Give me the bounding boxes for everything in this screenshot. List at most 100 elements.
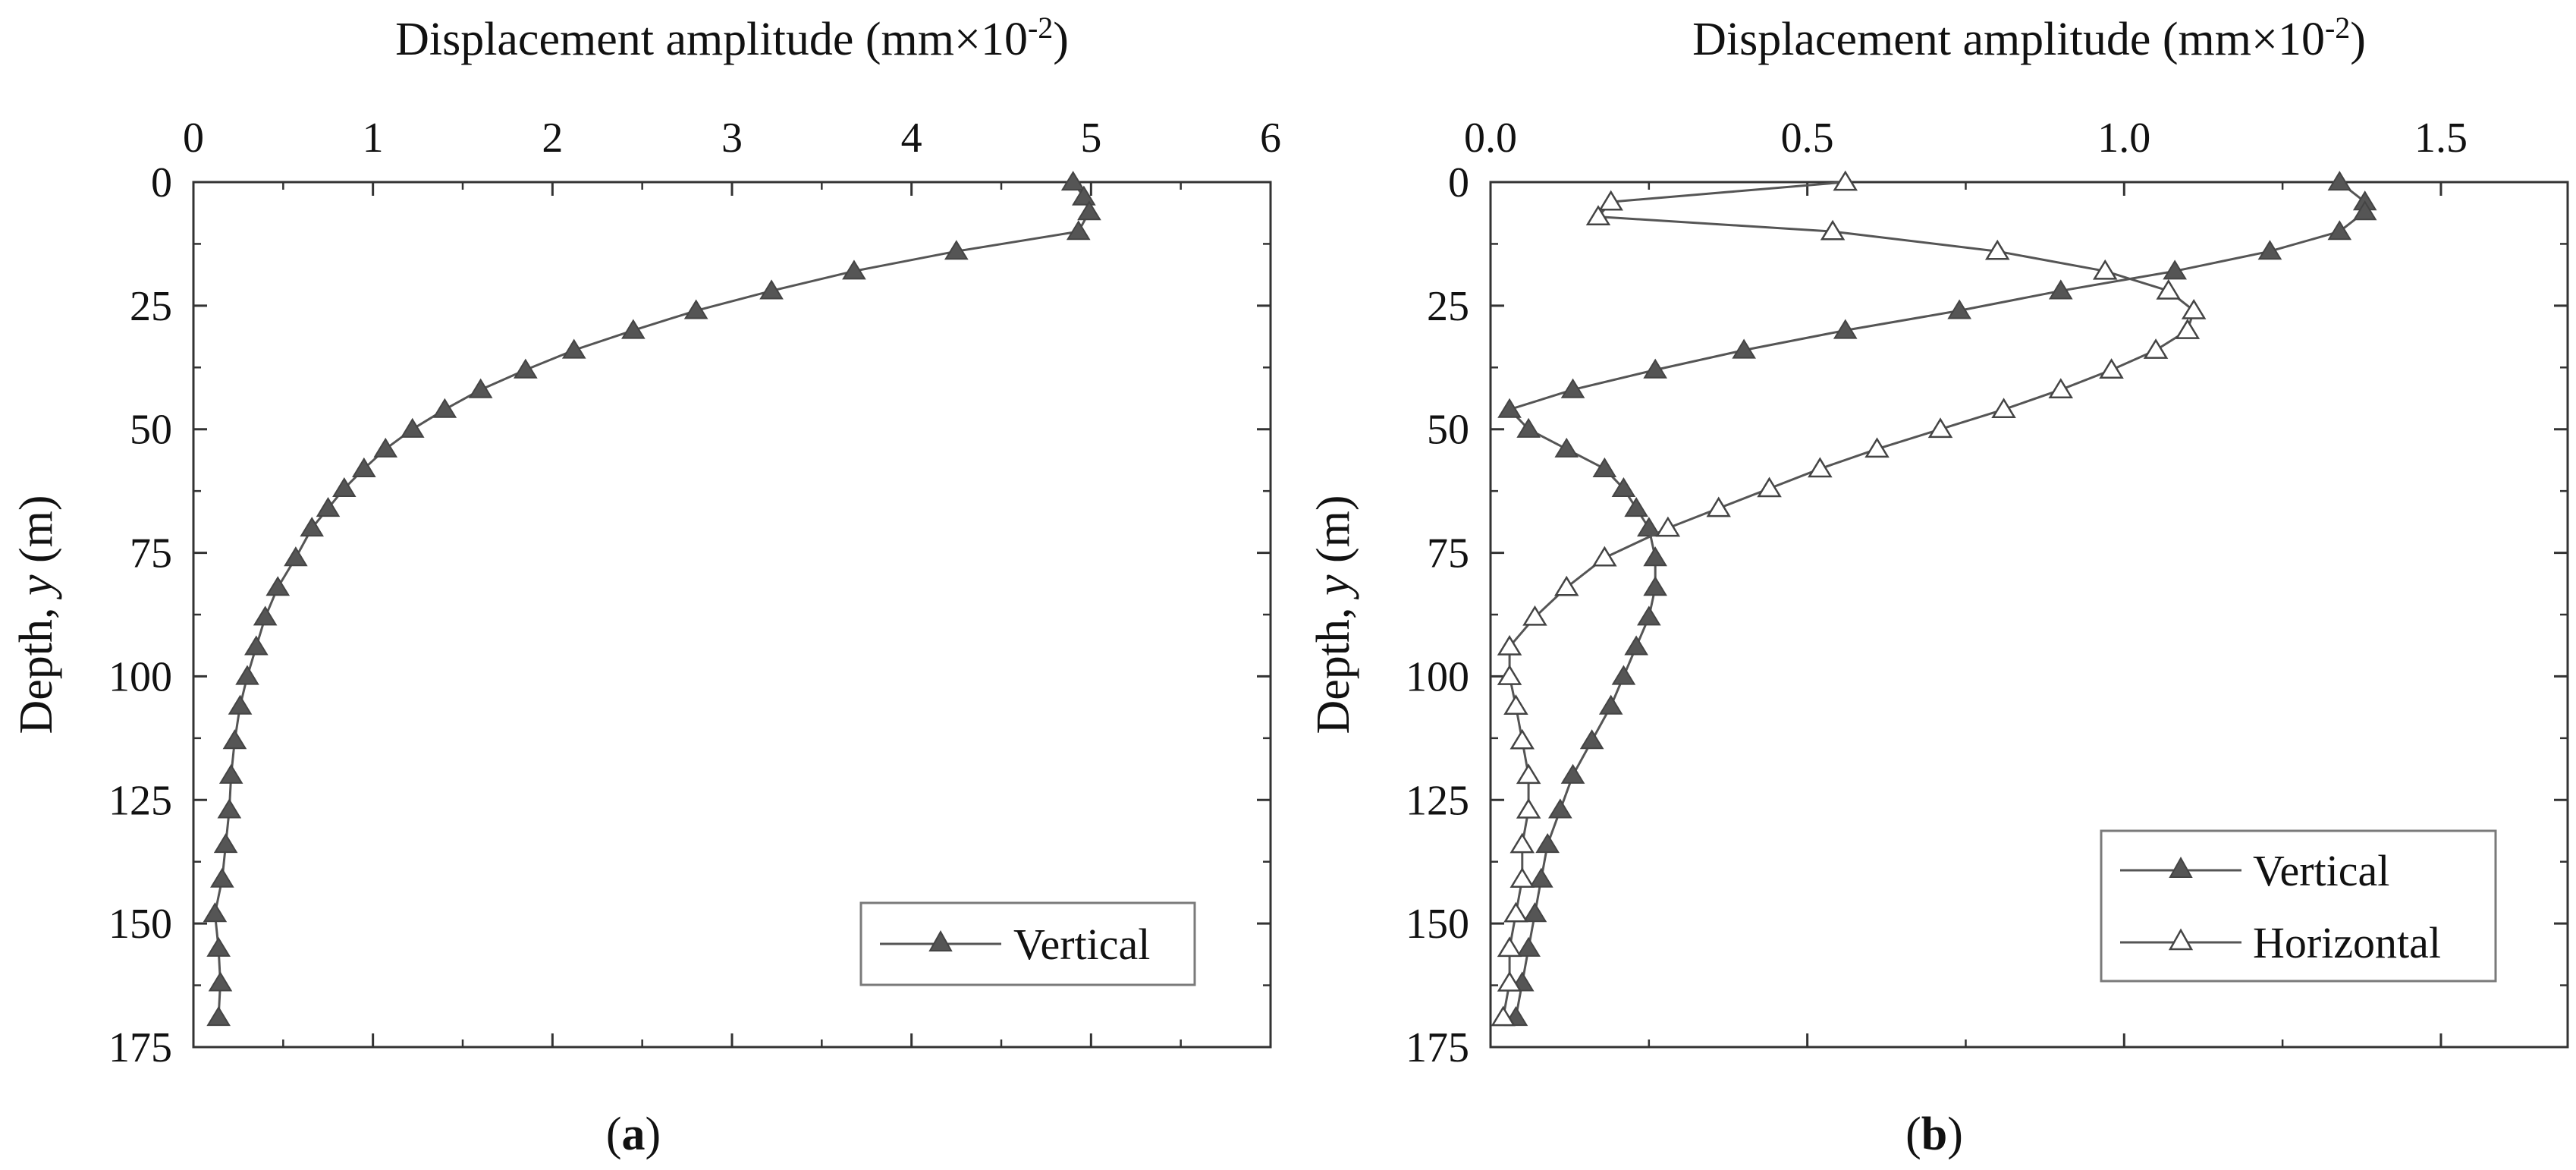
data-point-horizontal	[1598, 190, 1623, 211]
data-point-vertical	[1947, 299, 1971, 319]
panel-label-b: (b)	[1905, 1109, 1963, 1160]
data-point-vertical	[1060, 171, 1085, 191]
legend-label-horizontal: Horizontal	[2253, 918, 2441, 967]
data-point-vertical	[203, 902, 228, 923]
data-point-horizontal	[2181, 298, 2207, 319]
y-tick-label: 25	[130, 283, 172, 330]
data-point-vertical	[208, 971, 233, 992]
data-point-horizontal	[1497, 665, 1522, 685]
y-tick-label: 75	[1427, 530, 1469, 577]
x-axis-title: Displacement amplitude (mm×10-2)	[395, 11, 1069, 65]
data-point-vertical	[210, 867, 234, 888]
data-point-vertical	[1548, 798, 1572, 819]
x-tick-labels: 0.0 0.5 1.0 1.5	[1464, 115, 2468, 162]
data-point-vertical	[1522, 902, 1547, 923]
data-point-horizontal	[1553, 575, 1579, 596]
y-axis-title: Depth, y (m)	[1308, 495, 1359, 734]
y-tick-label: 50	[1427, 407, 1469, 454]
data-point-vertical	[683, 299, 708, 319]
x-axis-title: Displacement amplitude (mm×10-2)	[1692, 11, 2366, 65]
x-tick-label: 1.0	[2097, 115, 2150, 162]
data-point-vertical	[206, 1005, 231, 1027]
data-point-vertical	[1624, 635, 1648, 656]
data-point-horizontal	[1655, 516, 1681, 537]
data-point-vertical	[2327, 220, 2352, 241]
data-point-vertical	[432, 398, 457, 418]
data-point-vertical	[2048, 279, 2073, 300]
y-tick-label: 0	[1448, 159, 1469, 206]
y-tick-label: 175	[1406, 1024, 1469, 1071]
data-point-vertical	[373, 437, 398, 458]
data-point-horizontal	[1509, 832, 1535, 854]
data-point-horizontal	[2048, 378, 2074, 398]
data-point-vertical	[235, 665, 259, 685]
legend-box	[2100, 829, 2497, 983]
data-point-horizontal	[1991, 398, 2016, 419]
y-tick-label: 125	[1406, 777, 1469, 824]
data-point-horizontal	[1864, 437, 1890, 458]
data-point-vertical	[332, 476, 357, 497]
data-point-vertical	[244, 635, 269, 656]
series-group	[1491, 170, 2377, 1027]
y-tick-label: 150	[108, 901, 172, 948]
legend-marker-horizontal	[2168, 928, 2194, 951]
data-point-vertical	[561, 338, 586, 359]
x-tick-label: 0	[183, 115, 204, 162]
x-tick-label: 1.5	[2414, 115, 2468, 162]
series-group	[203, 171, 1101, 1027]
data-point-vertical	[1833, 319, 1858, 339]
y-tick-labels: 0 25 50 75 100 125 150 175	[108, 159, 172, 1071]
y-tick-label: 100	[1406, 653, 1469, 700]
data-point-vertical	[1554, 437, 1579, 458]
y-tick-label: 25	[1427, 283, 1469, 330]
data-point-vertical	[218, 763, 243, 784]
data-point-horizontal	[1509, 867, 1535, 888]
y-tick-label: 100	[108, 653, 172, 700]
y-tick-label: 50	[130, 407, 172, 454]
chart-panel-b: 0.0 0.5 1.0 1.5 0 25 50 75 100 125 150 175 Displac…	[1308, 11, 2569, 1160]
data-point-vertical	[2352, 200, 2377, 221]
series-line-vertical	[1508, 181, 2367, 1018]
data-point-horizontal	[1497, 936, 1522, 958]
data-point-vertical	[265, 576, 291, 596]
data-point-vertical	[206, 936, 231, 957]
data-point-horizontal	[1497, 970, 1522, 992]
data-point-vertical	[842, 259, 866, 280]
data-point-vertical	[253, 605, 278, 626]
data-point-vertical	[1535, 832, 1560, 854]
data-point-vertical	[1529, 867, 1553, 888]
data-point-horizontal	[1516, 797, 1541, 819]
data-point-vertical	[759, 279, 784, 300]
data-point-horizontal	[1516, 763, 1541, 785]
data-point-vertical	[2163, 259, 2187, 280]
data-point-horizontal	[1503, 694, 1528, 715]
data-point-vertical	[1611, 665, 1636, 685]
data-point-horizontal	[1927, 417, 1953, 439]
data-point-vertical	[284, 546, 308, 567]
data-point-vertical	[228, 694, 253, 715]
x-tick-label: 4	[901, 115, 922, 162]
x-tick-labels: 0 1 2 3 4 5 6	[183, 115, 1281, 162]
chart-panel-a: 0 1 2 3 4 5 6 0 25 50 75 100 125 150 175 Displacement…	[11, 11, 1281, 1160]
data-point-vertical	[1560, 378, 1585, 398]
data-point-horizontal	[1497, 634, 1522, 656]
data-point-vertical	[400, 417, 425, 438]
x-tick-label: 1	[363, 115, 384, 162]
data-point-horizontal	[1585, 205, 1611, 225]
data-point-vertical	[2327, 171, 2352, 191]
x-tick-label: 5	[1080, 115, 1101, 162]
data-point-vertical	[621, 319, 646, 339]
data-point-vertical	[1592, 457, 1617, 477]
x-tick-label: 0.5	[1781, 115, 1834, 162]
data-point-vertical	[1643, 576, 1667, 596]
data-point-vertical	[1072, 185, 1096, 206]
data-point-vertical	[1643, 358, 1667, 379]
data-point-horizontal	[1491, 1005, 1516, 1027]
data-point-vertical	[1516, 417, 1541, 438]
y-tick-label: 125	[108, 777, 172, 824]
x-tick-label: 0.0	[1464, 115, 1517, 162]
data-point-horizontal	[1592, 546, 1617, 567]
y-axis-title: Depth, y (m)	[11, 495, 62, 734]
x-tick-label: 3	[721, 115, 743, 162]
